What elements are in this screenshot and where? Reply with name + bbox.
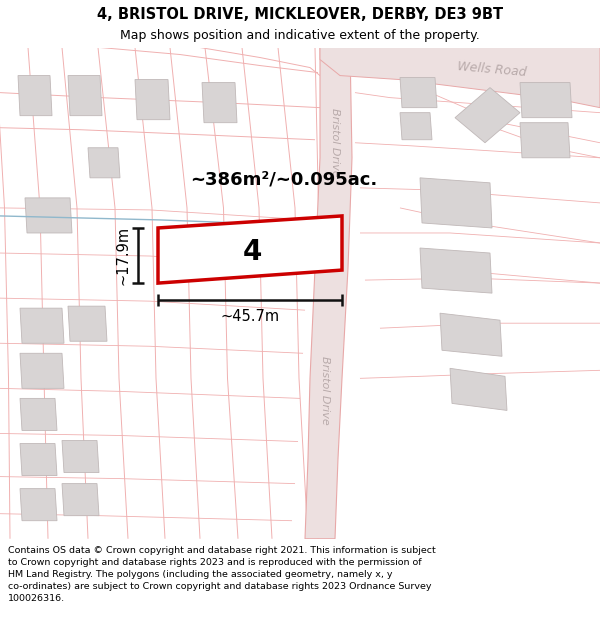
Polygon shape	[68, 306, 107, 341]
Polygon shape	[455, 88, 520, 142]
Text: Wells Road: Wells Road	[457, 60, 527, 79]
Text: ~17.9m: ~17.9m	[115, 226, 131, 285]
Polygon shape	[20, 489, 57, 521]
Polygon shape	[25, 198, 72, 233]
Polygon shape	[18, 76, 52, 116]
Polygon shape	[320, 48, 600, 108]
Text: 4, BRISTOL DRIVE, MICKLEOVER, DERBY, DE3 9BT: 4, BRISTOL DRIVE, MICKLEOVER, DERBY, DE3…	[97, 7, 503, 22]
Polygon shape	[20, 398, 57, 431]
Polygon shape	[20, 444, 57, 476]
Polygon shape	[520, 82, 572, 118]
Polygon shape	[20, 308, 64, 343]
Text: Contains OS data © Crown copyright and database right 2021. This information is : Contains OS data © Crown copyright and d…	[8, 546, 436, 603]
Polygon shape	[520, 122, 570, 158]
Polygon shape	[62, 484, 99, 516]
Text: ~45.7m: ~45.7m	[220, 309, 280, 324]
Polygon shape	[440, 313, 502, 356]
Polygon shape	[202, 82, 237, 122]
Polygon shape	[420, 248, 492, 293]
Polygon shape	[88, 148, 120, 178]
Text: Map shows position and indicative extent of the property.: Map shows position and indicative extent…	[120, 29, 480, 42]
Polygon shape	[420, 178, 492, 228]
Polygon shape	[450, 368, 507, 411]
Polygon shape	[158, 216, 342, 283]
Polygon shape	[305, 48, 352, 539]
Text: 4: 4	[242, 238, 262, 266]
Text: ~386m²/~0.095ac.: ~386m²/~0.095ac.	[190, 171, 377, 189]
Polygon shape	[400, 112, 432, 140]
Polygon shape	[62, 441, 99, 472]
Polygon shape	[68, 76, 102, 116]
Text: Bristol Drive: Bristol Drive	[330, 108, 340, 177]
Polygon shape	[400, 78, 437, 108]
Text: Bristol Drive: Bristol Drive	[320, 356, 330, 425]
Polygon shape	[20, 353, 64, 388]
Polygon shape	[135, 79, 170, 119]
